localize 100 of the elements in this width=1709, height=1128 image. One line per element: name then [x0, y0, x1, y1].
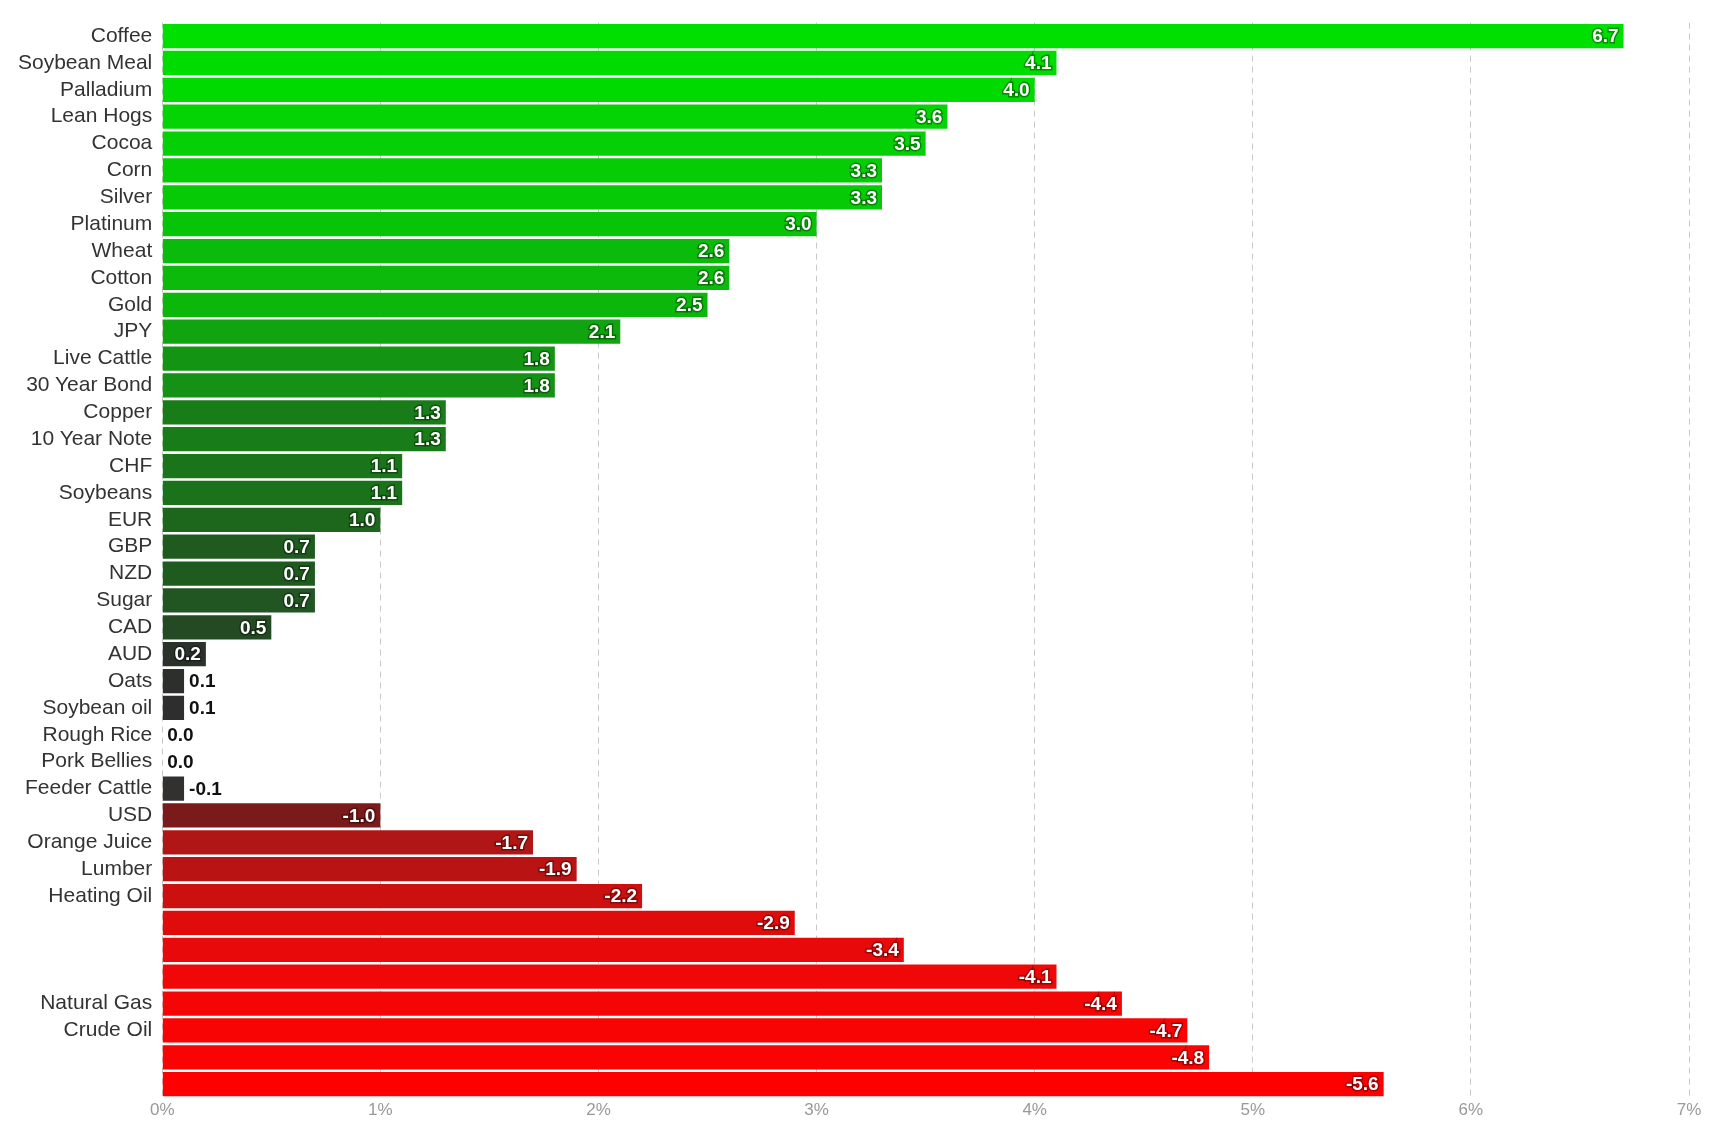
data-label: 2.6: [697, 267, 725, 289]
y-tick-label: GBP: [107, 533, 153, 557]
bar: [162, 991, 1122, 1016]
bar: [162, 507, 381, 532]
data-label: 1.8: [523, 374, 550, 396]
bar: [162, 883, 643, 909]
data-label: -4.8: [1171, 1046, 1205, 1068]
y-tick-label: 10 Year Note: [30, 425, 153, 449]
y-tick-label: Platinum: [70, 210, 153, 234]
y-tick-label: Cocoa: [91, 130, 153, 154]
bar: [162, 373, 555, 398]
x-tick-label: 1%: [368, 1100, 393, 1120]
bar: [162, 265, 730, 291]
data-label: 1.1: [370, 482, 398, 504]
bar: [162, 346, 555, 371]
y-tick-label: Crude Oil: [63, 1017, 153, 1041]
data-label: 2.1: [588, 320, 616, 342]
data-label: -5.6: [1345, 1073, 1379, 1095]
data-label: 4.1: [1025, 52, 1052, 74]
data-label: 1.3: [414, 428, 441, 450]
data-label: 0.2: [174, 643, 201, 665]
y-tick-label: Soybean oil: [42, 694, 153, 718]
x-tick-label: 0%: [149, 1100, 175, 1120]
bar: [162, 1045, 1210, 1070]
x-tick-label: 7%: [1676, 1100, 1702, 1120]
data-label: 1.8: [523, 347, 550, 369]
y-tick-label: Cotton: [90, 264, 153, 288]
y-tick-label: USD: [107, 802, 153, 826]
y-tick-label: Lumber: [81, 855, 153, 879]
y-tick-label: Rough Rice: [42, 721, 153, 745]
bar: [162, 453, 403, 479]
x-tick-label: 6%: [1458, 1100, 1484, 1120]
bar: [162, 561, 315, 586]
bar: [162, 131, 926, 156]
data-label: 1.3: [414, 401, 441, 423]
data-label: 6.7: [1592, 25, 1619, 47]
data-label: 3.3: [850, 159, 878, 181]
data-label: -4.1: [1018, 965, 1052, 987]
x-tick-label: 2%: [586, 1100, 611, 1120]
bar: [162, 776, 185, 801]
y-tick-label: Live Cattle: [53, 345, 153, 369]
y-tick-label: Palladium: [60, 76, 153, 100]
data-label: 2.5: [676, 294, 703, 316]
bar: [162, 937, 904, 962]
bar: [162, 695, 185, 721]
y-tick-label: EUR: [107, 506, 153, 530]
y-tick-label: Oats: [107, 667, 153, 691]
bar: [162, 400, 446, 425]
bar: [162, 104, 948, 129]
bar: [162, 588, 315, 613]
data-label: 0.5: [239, 616, 267, 638]
data-label: -2.9: [757, 912, 790, 934]
y-tick-label: Copper: [83, 399, 153, 423]
y-tick-label: Pork Bellies: [41, 748, 153, 772]
bar: [162, 1018, 1188, 1043]
data-label: -1.9: [538, 858, 572, 880]
bar: [162, 668, 185, 694]
y-tick-label: JPY: [113, 318, 153, 342]
y-tick-label: Gold: [107, 291, 153, 315]
data-label: 0.0: [167, 750, 194, 772]
data-label: -1.7: [495, 831, 529, 853]
data-label: 2.6: [697, 240, 725, 262]
bar: [162, 1072, 1384, 1097]
y-tick-label: Orange Juice: [27, 829, 153, 853]
y-tick-label: NZD: [109, 560, 153, 584]
y-tick-label: 30 Year Bond: [26, 372, 153, 396]
y-tick-label: Coffee: [90, 22, 153, 46]
y-tick-label: Lean Hogs: [50, 103, 153, 127]
bar: [162, 292, 708, 317]
y-tick-label: Silver: [99, 184, 153, 208]
y-tick-label: CAD: [107, 614, 153, 638]
data-label: 3.6: [916, 105, 943, 127]
data-label: 4.0: [1003, 79, 1030, 101]
y-tick-label: Corn: [106, 157, 153, 181]
data-label: 0.0: [167, 724, 194, 746]
bar: [162, 77, 1035, 102]
bar: [162, 238, 730, 264]
y-tick-label: Feeder Cattle: [25, 775, 153, 799]
y-tick-label: AUD: [107, 640, 153, 664]
bar: [162, 857, 577, 882]
data-label: 3.0: [785, 213, 812, 235]
data-label: 0.1: [189, 670, 216, 692]
y-tick-label: Soybeans: [58, 479, 153, 503]
x-tick-label: 5%: [1240, 1100, 1266, 1120]
data-label: 1.0: [348, 509, 376, 531]
y-tick-label: Soybean Meal: [17, 49, 153, 73]
y-tick-label: Natural Gas: [40, 990, 153, 1014]
bar: [162, 427, 446, 452]
data-label: 0.1: [189, 697, 216, 719]
y-tick-label: CHF: [109, 452, 153, 476]
y-tick-label: Sugar: [96, 587, 153, 611]
data-label: 1.1: [370, 455, 398, 477]
data-label: -4.7: [1149, 1019, 1183, 1041]
data-label: -3.4: [866, 939, 900, 961]
bar: [162, 212, 817, 237]
bar: [162, 480, 403, 506]
bar: [162, 23, 1624, 49]
bar: [162, 158, 883, 183]
data-label: 0.7: [283, 589, 310, 611]
bar: [162, 964, 1057, 989]
